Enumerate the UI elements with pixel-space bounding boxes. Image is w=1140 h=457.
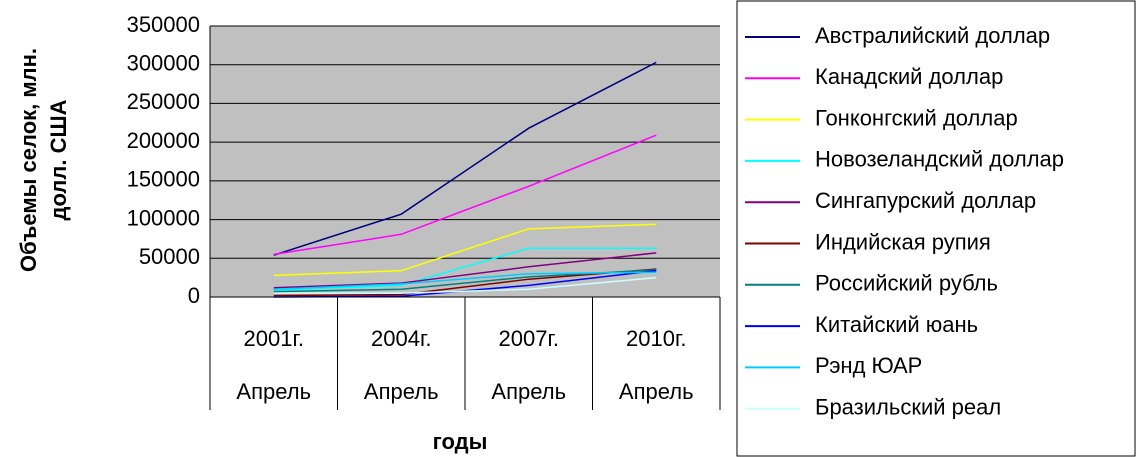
x-axis-label: годы: [433, 429, 488, 454]
legend-label: Рэнд ЮАР: [815, 353, 922, 378]
series-line: [273, 134, 657, 256]
y-axis-label-line: долл. США: [46, 99, 71, 220]
x-tick-label: 2010г.: [626, 326, 686, 351]
series-line: [273, 276, 657, 294]
legend-label: Бразильский реал: [815, 395, 1001, 420]
plot-area: [210, 26, 720, 297]
y-axis-label-line: Объемы селок, млн.: [16, 48, 41, 272]
y-tick-label: 100000: [127, 205, 200, 230]
series-line: [273, 271, 657, 291]
x-tick-label: 2001г.: [244, 326, 304, 351]
legend-label: Китайский юань: [815, 312, 978, 337]
legend-label: Сингапурский доллар: [815, 188, 1036, 213]
x-tick-label: 2007г.: [499, 326, 559, 351]
y-tick-label: 150000: [127, 167, 200, 192]
legend-label: Российский рубль: [815, 271, 998, 296]
y-tick-label: 200000: [127, 128, 200, 153]
series-line: [273, 268, 657, 297]
x-tick-sublabel: Апрель: [236, 379, 311, 404]
y-tick-label: 300000: [127, 51, 200, 76]
legend-label: Индийская рупия: [815, 229, 991, 254]
x-tick-sublabel: Апрель: [619, 379, 694, 404]
y-tick-label: 0: [188, 283, 200, 308]
x-tick-label: 2004г.: [371, 326, 431, 351]
legend-label: Канадский доллар: [815, 64, 1003, 89]
y-tick-label: 350000: [127, 12, 200, 37]
series-line: [273, 223, 657, 277]
y-tick-label: 250000: [127, 89, 200, 114]
series-line: [273, 252, 657, 289]
series-line: [273, 61, 657, 256]
legend-box: [736, 0, 1136, 457]
legend-label: Гонконгский доллар: [815, 105, 1018, 130]
x-tick-sublabel: Апрель: [491, 379, 566, 404]
x-tick-sublabel: Апрель: [364, 379, 439, 404]
y-axis-label: Объемы селок, млн. долл. США: [16, 48, 71, 272]
y-tick-label: 50000: [139, 244, 200, 269]
legend-label: Австралийский доллар: [815, 23, 1050, 48]
series-line: [273, 247, 657, 291]
legend-label: Новозеландский доллар: [815, 147, 1064, 172]
